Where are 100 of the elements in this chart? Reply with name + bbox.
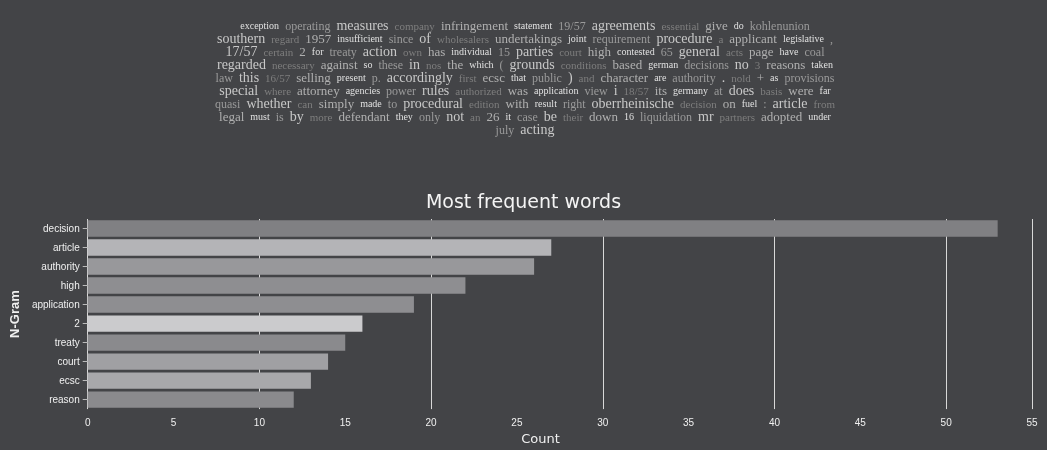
text: result bbox=[534, 98, 557, 110]
text: insufficient bbox=[337, 33, 383, 45]
x-tick-label: 15 bbox=[339, 416, 352, 428]
text: 19/57 bbox=[558, 19, 586, 33]
x-tick-label: 35 bbox=[683, 416, 695, 428]
text: taken bbox=[811, 59, 834, 71]
text: far bbox=[819, 85, 831, 97]
text: since bbox=[388, 32, 414, 46]
text: do bbox=[733, 20, 744, 32]
text: have bbox=[779, 46, 799, 58]
text: give bbox=[705, 18, 728, 33]
text: contested bbox=[616, 46, 655, 58]
text: view bbox=[584, 84, 608, 98]
text: public bbox=[531, 71, 562, 85]
text: its bbox=[654, 83, 667, 98]
text: are bbox=[654, 72, 667, 84]
y-tick-label: high bbox=[60, 280, 80, 292]
text: defendant bbox=[338, 109, 390, 124]
bar bbox=[87, 220, 998, 237]
text: ecsc bbox=[482, 70, 505, 85]
text: which bbox=[469, 59, 494, 71]
y-tick-label: 2 bbox=[74, 318, 81, 330]
text: exception bbox=[240, 20, 280, 32]
text: does bbox=[728, 83, 755, 98]
text: germany bbox=[672, 85, 708, 97]
text: character bbox=[600, 70, 649, 85]
text: was bbox=[507, 83, 528, 98]
text: down bbox=[589, 109, 618, 124]
text: the bbox=[447, 57, 464, 72]
bar bbox=[87, 372, 311, 389]
bar bbox=[87, 239, 552, 256]
text: present bbox=[336, 72, 366, 84]
x-tick-label: 0 bbox=[84, 416, 91, 428]
x-tick-label: 30 bbox=[597, 416, 609, 428]
x-tick-label: 45 bbox=[854, 416, 867, 428]
x-axis-title: Count bbox=[521, 431, 560, 446]
text: that bbox=[510, 72, 526, 84]
y-axis-title: N-Gram bbox=[7, 290, 22, 338]
text: procedure bbox=[656, 31, 713, 46]
bar bbox=[87, 277, 466, 294]
text: 15 bbox=[497, 45, 510, 59]
text: power bbox=[386, 84, 417, 98]
text: kohlenunion bbox=[749, 19, 810, 33]
text: special bbox=[219, 83, 259, 98]
text: 26 bbox=[486, 109, 500, 124]
y-tick-label: court bbox=[57, 356, 80, 368]
text: is bbox=[275, 110, 284, 124]
text: undertakings bbox=[494, 31, 563, 46]
text: parties bbox=[515, 44, 554, 59]
text: as bbox=[770, 72, 779, 84]
text: individual bbox=[451, 46, 492, 58]
y-tick-label: treaty bbox=[54, 337, 80, 349]
text: for bbox=[311, 46, 324, 58]
text: infringement bbox=[440, 18, 509, 33]
text: these bbox=[378, 58, 404, 72]
bar bbox=[87, 315, 363, 332]
y-tick-label: reason bbox=[49, 394, 80, 406]
text: treaty bbox=[329, 45, 357, 59]
text: statement bbox=[514, 20, 553, 32]
text: general bbox=[678, 44, 720, 59]
text: must bbox=[250, 111, 270, 123]
text: company bbox=[394, 20, 435, 32]
text: 17/57 bbox=[225, 44, 258, 59]
text: be bbox=[543, 109, 557, 124]
x-tick-label: 5 bbox=[170, 416, 177, 428]
y-tick-label: article bbox=[53, 242, 81, 254]
text: decisions bbox=[684, 58, 729, 72]
text: joint bbox=[568, 33, 587, 45]
text: applicant bbox=[729, 31, 777, 46]
text: authority bbox=[672, 71, 716, 85]
x-tick-label: 10 bbox=[253, 416, 266, 428]
y-tick-label: application bbox=[31, 299, 80, 311]
text: with bbox=[505, 96, 529, 111]
text: reasons bbox=[766, 57, 806, 72]
bar bbox=[87, 353, 329, 370]
text: ( bbox=[499, 58, 504, 72]
text: legal bbox=[219, 109, 245, 124]
text: simply bbox=[318, 96, 355, 111]
text: necessary bbox=[271, 59, 315, 71]
text: . bbox=[721, 70, 726, 85]
text: high bbox=[587, 44, 611, 59]
text: made bbox=[360, 98, 382, 110]
text: requirement bbox=[592, 32, 651, 46]
text: they bbox=[395, 111, 413, 123]
text: where bbox=[264, 85, 292, 97]
text: whether bbox=[246, 96, 292, 111]
text: i bbox=[613, 83, 618, 98]
text: operating bbox=[285, 19, 331, 33]
text: right bbox=[562, 97, 586, 111]
y-tick-label: decision bbox=[43, 223, 80, 235]
bar bbox=[87, 334, 346, 351]
text: + bbox=[756, 70, 765, 85]
text: action bbox=[362, 44, 398, 59]
text: legislative bbox=[782, 33, 825, 45]
text: only bbox=[418, 110, 441, 124]
text: german bbox=[648, 59, 679, 71]
text: procedural bbox=[403, 96, 464, 111]
text: agreements bbox=[591, 18, 656, 33]
text: to bbox=[387, 97, 398, 111]
x-tick-label: 40 bbox=[768, 416, 781, 428]
